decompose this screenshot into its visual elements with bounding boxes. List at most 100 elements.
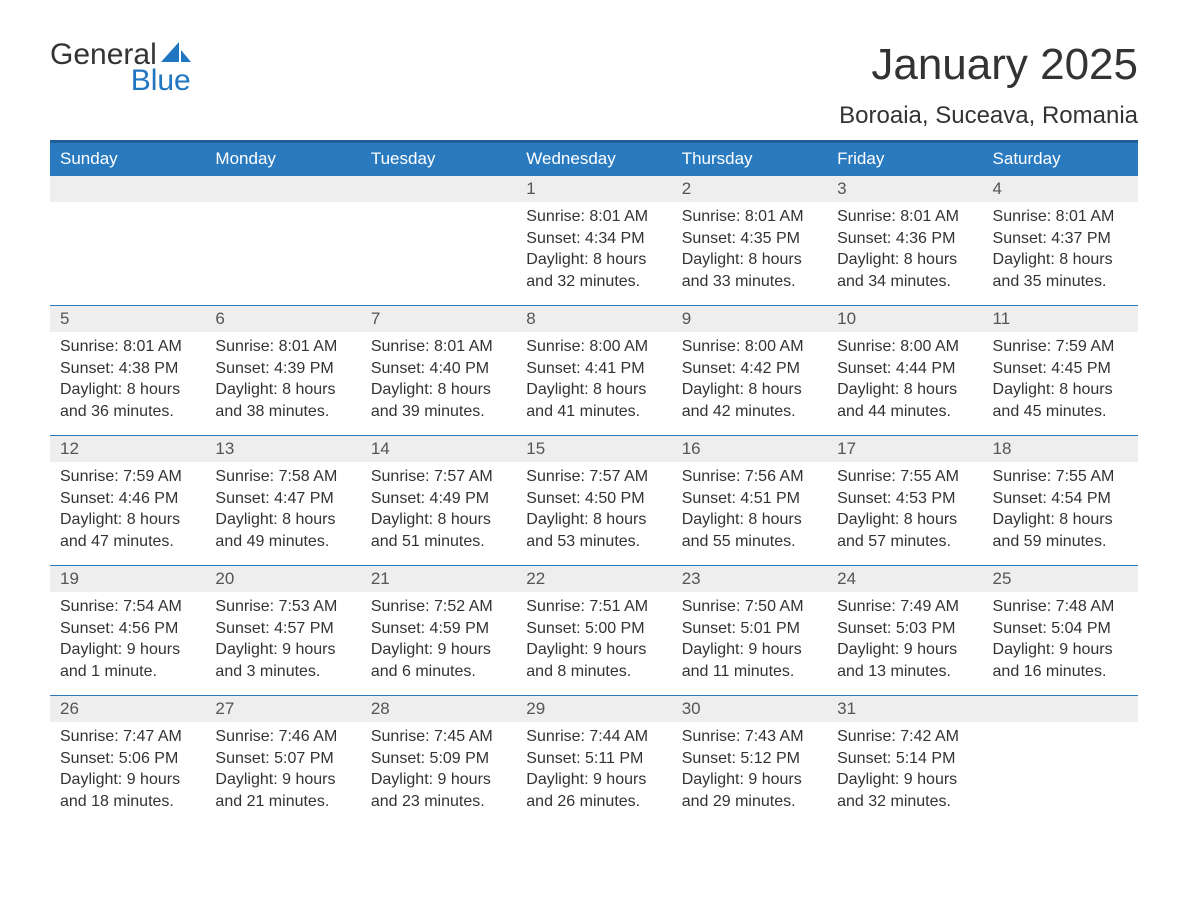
daylight-text: Daylight: 9 hours and 32 minutes. [837, 769, 972, 812]
day-number-row: 18 [983, 435, 1138, 462]
day-number: 24 [827, 566, 982, 592]
day-header: Sunday [50, 142, 205, 176]
sunset-text: Sunset: 4:39 PM [215, 358, 350, 380]
calendar-cell: . [361, 175, 516, 305]
day-content: Sunrise: 7:43 AMSunset: 5:12 PMDaylight:… [672, 722, 827, 822]
day-number-row: 24 [827, 565, 982, 592]
day-number: 18 [983, 436, 1138, 462]
day-number-row: 16 [672, 435, 827, 462]
day-content: Sunrise: 7:47 AMSunset: 5:06 PMDaylight:… [50, 722, 205, 822]
sunset-text: Sunset: 4:50 PM [526, 488, 661, 510]
day-content: Sunrise: 8:00 AMSunset: 4:41 PMDaylight:… [516, 332, 671, 432]
calendar-cell: 17Sunrise: 7:55 AMSunset: 4:53 PMDayligh… [827, 435, 982, 565]
day-number-row: 27 [205, 695, 360, 722]
sunrise-text: Sunrise: 7:50 AM [682, 596, 817, 618]
calendar-cell: 7Sunrise: 8:01 AMSunset: 4:40 PMDaylight… [361, 305, 516, 435]
day-content: Sunrise: 7:46 AMSunset: 5:07 PMDaylight:… [205, 722, 360, 822]
calendar-week: 12Sunrise: 7:59 AMSunset: 4:46 PMDayligh… [50, 435, 1138, 565]
day-content: Sunrise: 8:01 AMSunset: 4:39 PMDaylight:… [205, 332, 360, 432]
daylight-text: Daylight: 9 hours and 8 minutes. [526, 639, 661, 682]
day-number: 28 [361, 696, 516, 722]
day-content: Sunrise: 7:59 AMSunset: 4:46 PMDaylight:… [50, 462, 205, 562]
day-number: 10 [827, 306, 982, 332]
sunrise-text: Sunrise: 7:42 AM [837, 726, 972, 748]
calendar-cell: . [50, 175, 205, 305]
day-number: 14 [361, 436, 516, 462]
day-number-row: 20 [205, 565, 360, 592]
day-content: Sunrise: 7:51 AMSunset: 5:00 PMDaylight:… [516, 592, 671, 692]
day-number-row: 13 [205, 435, 360, 462]
daylight-text: Daylight: 8 hours and 59 minutes. [993, 509, 1128, 552]
day-number: 11 [983, 306, 1138, 332]
sunset-text: Sunset: 4:45 PM [993, 358, 1128, 380]
sunset-text: Sunset: 4:54 PM [993, 488, 1128, 510]
day-number-row: . [50, 175, 205, 202]
day-number: 19 [50, 566, 205, 592]
day-number-row: 5 [50, 305, 205, 332]
day-header: Wednesday [516, 142, 671, 176]
sunset-text: Sunset: 4:56 PM [60, 618, 195, 640]
calendar-cell: 3Sunrise: 8:01 AMSunset: 4:36 PMDaylight… [827, 175, 982, 305]
calendar-week: ...1Sunrise: 8:01 AMSunset: 4:34 PMDayli… [50, 175, 1138, 305]
sunset-text: Sunset: 4:36 PM [837, 228, 972, 250]
sunrise-text: Sunrise: 8:00 AM [526, 336, 661, 358]
sunrise-text: Sunrise: 7:43 AM [682, 726, 817, 748]
sunrise-text: Sunrise: 8:01 AM [215, 336, 350, 358]
sunset-text: Sunset: 5:01 PM [682, 618, 817, 640]
sunset-text: Sunset: 5:00 PM [526, 618, 661, 640]
calendar-cell: 21Sunrise: 7:52 AMSunset: 4:59 PMDayligh… [361, 565, 516, 695]
calendar-cell: 28Sunrise: 7:45 AMSunset: 5:09 PMDayligh… [361, 695, 516, 825]
daylight-text: Daylight: 8 hours and 47 minutes. [60, 509, 195, 552]
page-header: General Blue January 2025 Boroaia, Sucea… [50, 40, 1138, 130]
sunset-text: Sunset: 4:46 PM [60, 488, 195, 510]
sunrise-text: Sunrise: 7:57 AM [526, 466, 661, 488]
calendar-cell: 30Sunrise: 7:43 AMSunset: 5:12 PMDayligh… [672, 695, 827, 825]
day-number-row: 6 [205, 305, 360, 332]
sunrise-text: Sunrise: 7:51 AM [526, 596, 661, 618]
sunset-text: Sunset: 4:40 PM [371, 358, 506, 380]
daylight-text: Daylight: 9 hours and 29 minutes. [682, 769, 817, 812]
day-content: Sunrise: 7:55 AMSunset: 4:53 PMDaylight:… [827, 462, 982, 562]
sunrise-text: Sunrise: 7:59 AM [993, 336, 1128, 358]
sunset-text: Sunset: 5:07 PM [215, 748, 350, 770]
day-content: Sunrise: 8:01 AMSunset: 4:34 PMDaylight:… [516, 202, 671, 302]
day-number: 5 [50, 306, 205, 332]
day-content: Sunrise: 7:54 AMSunset: 4:56 PMDaylight:… [50, 592, 205, 692]
day-content [361, 202, 516, 216]
calendar-cell: 13Sunrise: 7:58 AMSunset: 4:47 PMDayligh… [205, 435, 360, 565]
day-content [205, 202, 360, 216]
sunrise-text: Sunrise: 8:01 AM [682, 206, 817, 228]
day-number: 30 [672, 696, 827, 722]
sunrise-text: Sunrise: 7:56 AM [682, 466, 817, 488]
calendar-cell: 18Sunrise: 7:55 AMSunset: 4:54 PMDayligh… [983, 435, 1138, 565]
day-number: 23 [672, 566, 827, 592]
day-number-row: . [205, 175, 360, 202]
day-number-row: 3 [827, 175, 982, 202]
day-number-row: 1 [516, 175, 671, 202]
sunset-text: Sunset: 4:38 PM [60, 358, 195, 380]
calendar-cell: 11Sunrise: 7:59 AMSunset: 4:45 PMDayligh… [983, 305, 1138, 435]
daylight-text: Daylight: 9 hours and 11 minutes. [682, 639, 817, 682]
calendar-table: Sunday Monday Tuesday Wednesday Thursday… [50, 140, 1138, 825]
day-number-row: 2 [672, 175, 827, 202]
sunrise-text: Sunrise: 8:00 AM [837, 336, 972, 358]
sunrise-text: Sunrise: 8:01 AM [371, 336, 506, 358]
sunset-text: Sunset: 5:14 PM [837, 748, 972, 770]
title-block: January 2025 Boroaia, Suceava, Romania [839, 40, 1138, 130]
day-number: 27 [205, 696, 360, 722]
day-header-row: Sunday Monday Tuesday Wednesday Thursday… [50, 142, 1138, 176]
day-number: 16 [672, 436, 827, 462]
calendar-week: 19Sunrise: 7:54 AMSunset: 4:56 PMDayligh… [50, 565, 1138, 695]
sunrise-text: Sunrise: 7:46 AM [215, 726, 350, 748]
sunset-text: Sunset: 5:09 PM [371, 748, 506, 770]
daylight-text: Daylight: 9 hours and 18 minutes. [60, 769, 195, 812]
day-number: 13 [205, 436, 360, 462]
day-content: Sunrise: 7:57 AMSunset: 4:50 PMDaylight:… [516, 462, 671, 562]
day-number-row: 8 [516, 305, 671, 332]
day-number-row: 31 [827, 695, 982, 722]
day-content [50, 202, 205, 216]
calendar-cell: 8Sunrise: 8:00 AMSunset: 4:41 PMDaylight… [516, 305, 671, 435]
sunset-text: Sunset: 5:12 PM [682, 748, 817, 770]
daylight-text: Daylight: 9 hours and 1 minute. [60, 639, 195, 682]
daylight-text: Daylight: 9 hours and 6 minutes. [371, 639, 506, 682]
